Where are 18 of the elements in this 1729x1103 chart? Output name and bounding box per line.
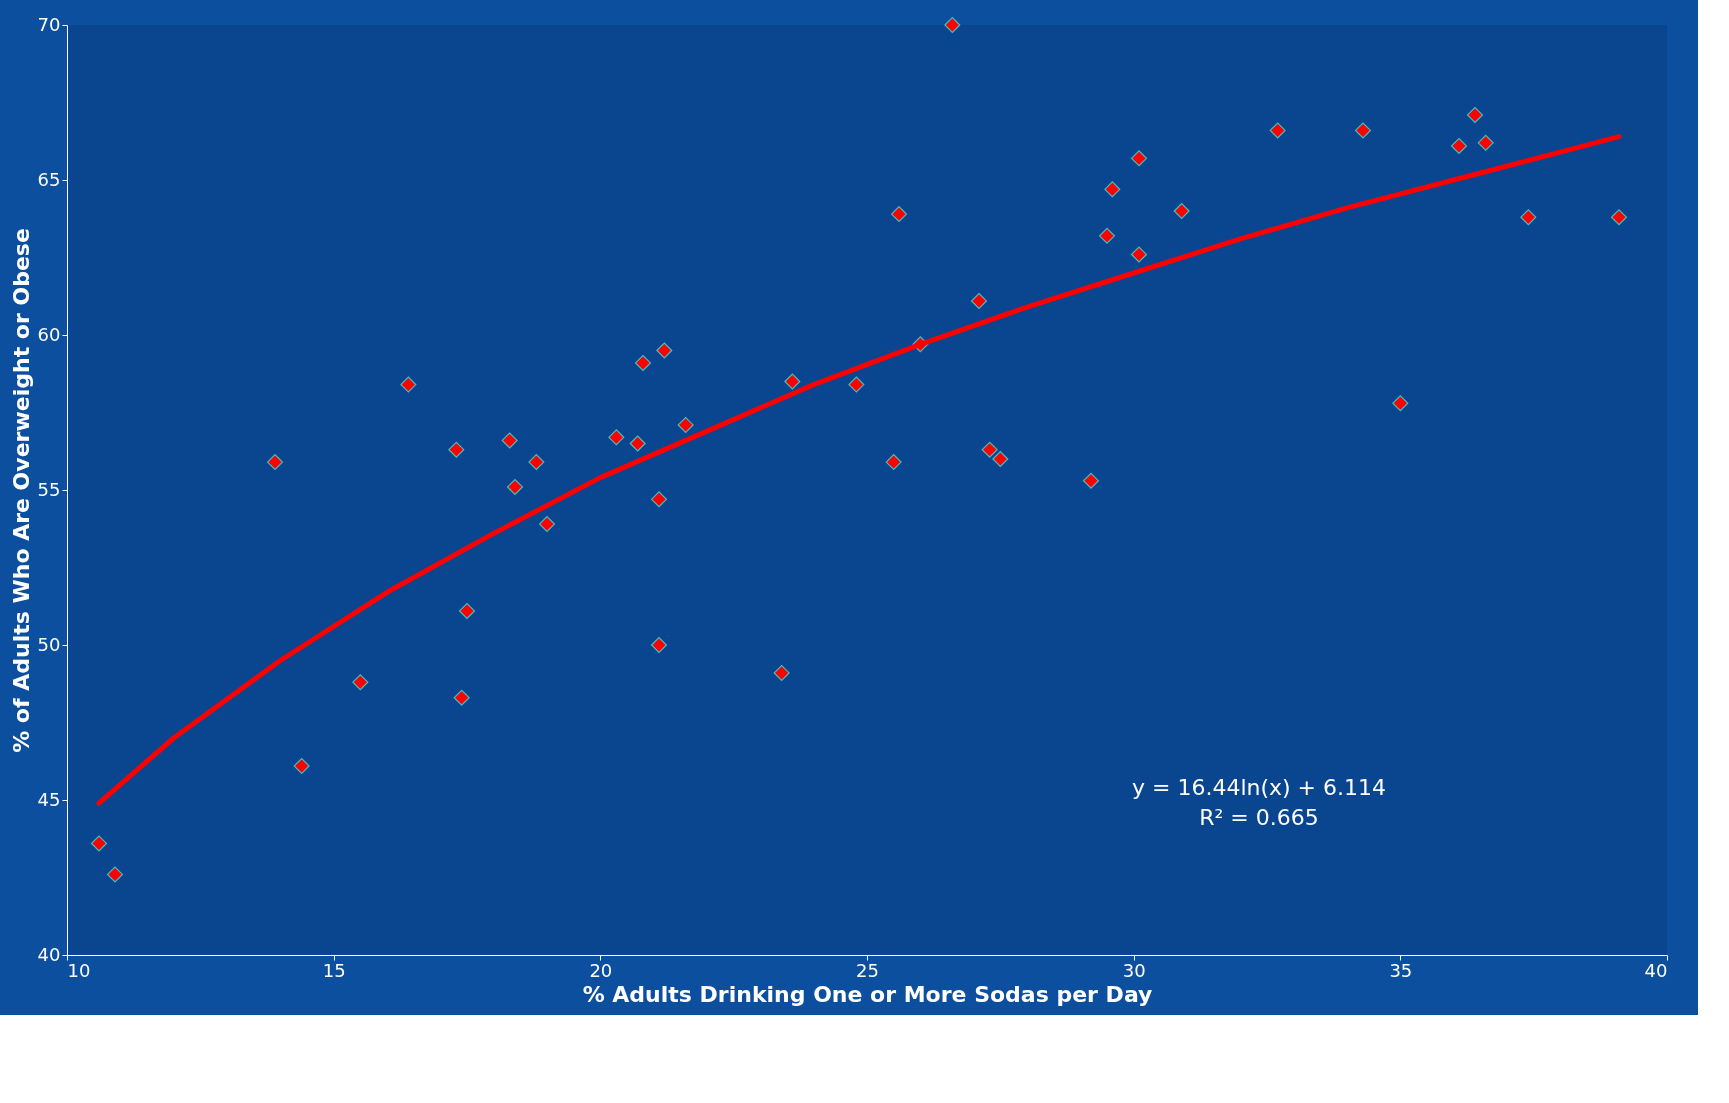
- x-tick-label: 30: [1122, 959, 1146, 981]
- x-tick-label: 35: [1389, 959, 1413, 981]
- y-tick-label: 65: [37, 168, 61, 190]
- x-tick-label: 15: [322, 959, 346, 981]
- y-tick-label: 70: [37, 13, 61, 35]
- x-tick-label: 20: [589, 959, 613, 981]
- y-tick-label: 45: [37, 788, 61, 810]
- x-axis-title: % Adults Drinking One or More Sodas per Day: [582, 981, 1153, 1007]
- y-axis-title: % of Adults Who Are Overweight or Obese: [8, 228, 34, 753]
- x-tick-label: 40: [1644, 959, 1668, 981]
- y-tick-label: 50: [37, 633, 61, 655]
- annotation: y = 16.44ln(x) + 6.114: [1131, 774, 1387, 800]
- y-tick-label: 60: [37, 323, 61, 345]
- y-tick-label: 55: [37, 478, 61, 500]
- x-tick-label: 25: [856, 959, 879, 981]
- annotation: R² = 0.665: [1199, 804, 1319, 830]
- y-tick-label: 40: [37, 943, 61, 965]
- x-tick-label: 10: [67, 959, 91, 981]
